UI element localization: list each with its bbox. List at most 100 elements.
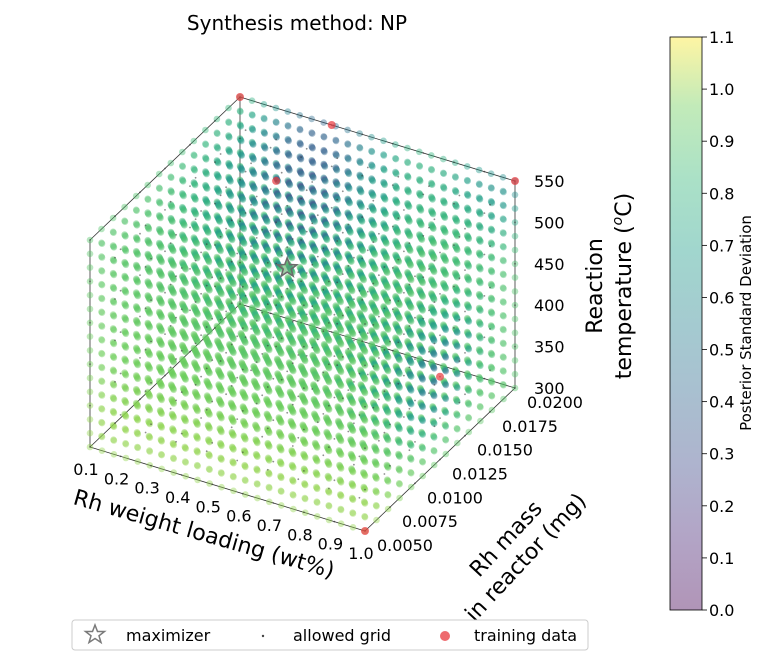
cloud-point xyxy=(345,155,352,163)
cloud-point xyxy=(300,258,308,266)
cloud-point xyxy=(344,250,351,258)
cloud-point xyxy=(321,148,328,156)
cloud-point xyxy=(475,249,483,257)
cloud-point xyxy=(380,179,388,187)
cloud-point xyxy=(511,205,519,212)
cloud-point xyxy=(296,263,304,271)
cloud-point xyxy=(476,181,483,188)
pane-edge xyxy=(239,96,516,182)
cloud-point xyxy=(465,276,473,284)
cloud-point xyxy=(451,214,459,222)
cloud-point xyxy=(86,250,94,258)
cloud-point xyxy=(360,276,368,284)
cloud-point xyxy=(454,439,461,447)
cloud-point xyxy=(310,203,318,211)
cloud-point xyxy=(98,323,106,330)
cloud-point xyxy=(394,229,402,236)
cloud-point xyxy=(511,329,519,337)
cloud-point xyxy=(500,257,507,265)
cloud-point xyxy=(226,148,233,156)
cloud-point xyxy=(248,221,256,229)
cloud-point xyxy=(225,118,232,126)
cloud-point xyxy=(380,247,387,255)
cloud-point xyxy=(465,290,473,298)
cloud-point xyxy=(451,187,459,194)
cloud-point xyxy=(192,211,200,218)
cloud-point xyxy=(248,152,256,160)
cloud-point xyxy=(356,200,364,207)
cloud-point xyxy=(454,274,461,281)
cloud-point xyxy=(428,221,435,228)
cloud-point xyxy=(320,202,328,209)
cloud-point xyxy=(369,163,376,170)
cloud-point xyxy=(361,334,369,342)
cloud-point xyxy=(368,202,375,210)
cloud-point xyxy=(213,170,221,178)
cloud-point xyxy=(260,156,268,163)
cloud-point xyxy=(332,260,340,268)
cloud-point xyxy=(369,192,377,200)
cloud-point xyxy=(266,346,273,354)
cloud-point xyxy=(98,295,106,303)
cloud-point xyxy=(428,193,435,201)
cloud-point xyxy=(430,406,438,414)
cloud-point xyxy=(308,157,316,165)
cloud-point xyxy=(453,218,461,225)
cloud-point xyxy=(419,445,427,452)
cloud-point xyxy=(156,185,163,192)
cloud-point xyxy=(86,264,94,271)
cloud-point xyxy=(261,226,268,233)
cloud-point xyxy=(236,204,244,211)
cloud-point xyxy=(230,321,237,329)
cloud-point xyxy=(272,132,280,139)
cloud-point xyxy=(290,340,297,347)
cloud-point xyxy=(451,173,459,180)
cloud-point xyxy=(237,232,244,240)
cloud-point xyxy=(146,282,154,290)
cloud-point xyxy=(344,154,351,161)
cloud-point xyxy=(308,129,316,136)
cloud-point xyxy=(454,398,461,405)
cloud-point xyxy=(169,218,176,225)
cloud-point xyxy=(404,158,411,166)
cloud-point xyxy=(260,211,268,218)
cloud-point xyxy=(241,269,249,277)
cloud-point xyxy=(299,199,306,207)
cloud-point xyxy=(321,163,329,170)
cloud-point xyxy=(430,225,437,232)
cloud-point xyxy=(396,356,403,364)
cloud-point xyxy=(463,163,471,170)
cloud-point xyxy=(380,178,387,186)
cloud-point xyxy=(428,181,436,188)
cloud-point xyxy=(430,323,438,331)
cloud-point xyxy=(392,265,399,273)
cloud-point xyxy=(300,243,307,251)
cloud-point xyxy=(301,287,309,295)
cloud-point xyxy=(260,114,268,122)
cloud-point xyxy=(488,227,496,234)
cloud-point xyxy=(158,341,165,349)
cloud-point xyxy=(344,140,351,147)
cloud-point xyxy=(442,381,450,389)
cloud-point xyxy=(404,173,412,180)
cloud-point xyxy=(284,108,292,115)
cloud-point xyxy=(260,197,268,205)
cloud-point xyxy=(344,141,352,148)
cloud-point xyxy=(349,302,356,310)
cloud-point xyxy=(261,129,268,137)
cloud-point xyxy=(373,309,380,317)
cloud-point xyxy=(344,210,352,217)
cloud-point xyxy=(225,187,232,195)
cloud-point xyxy=(500,285,507,292)
cloud-point xyxy=(261,198,268,206)
cloud-point xyxy=(465,428,473,436)
cloud-point xyxy=(465,207,472,214)
cloud-point xyxy=(392,210,399,217)
cloud-point xyxy=(373,378,380,386)
cloud-point xyxy=(285,137,293,145)
cloud-point xyxy=(320,188,328,195)
cloud-point xyxy=(442,423,450,430)
cloud-point xyxy=(368,175,375,182)
cloud-point xyxy=(204,214,212,222)
cloud-point xyxy=(344,237,351,244)
